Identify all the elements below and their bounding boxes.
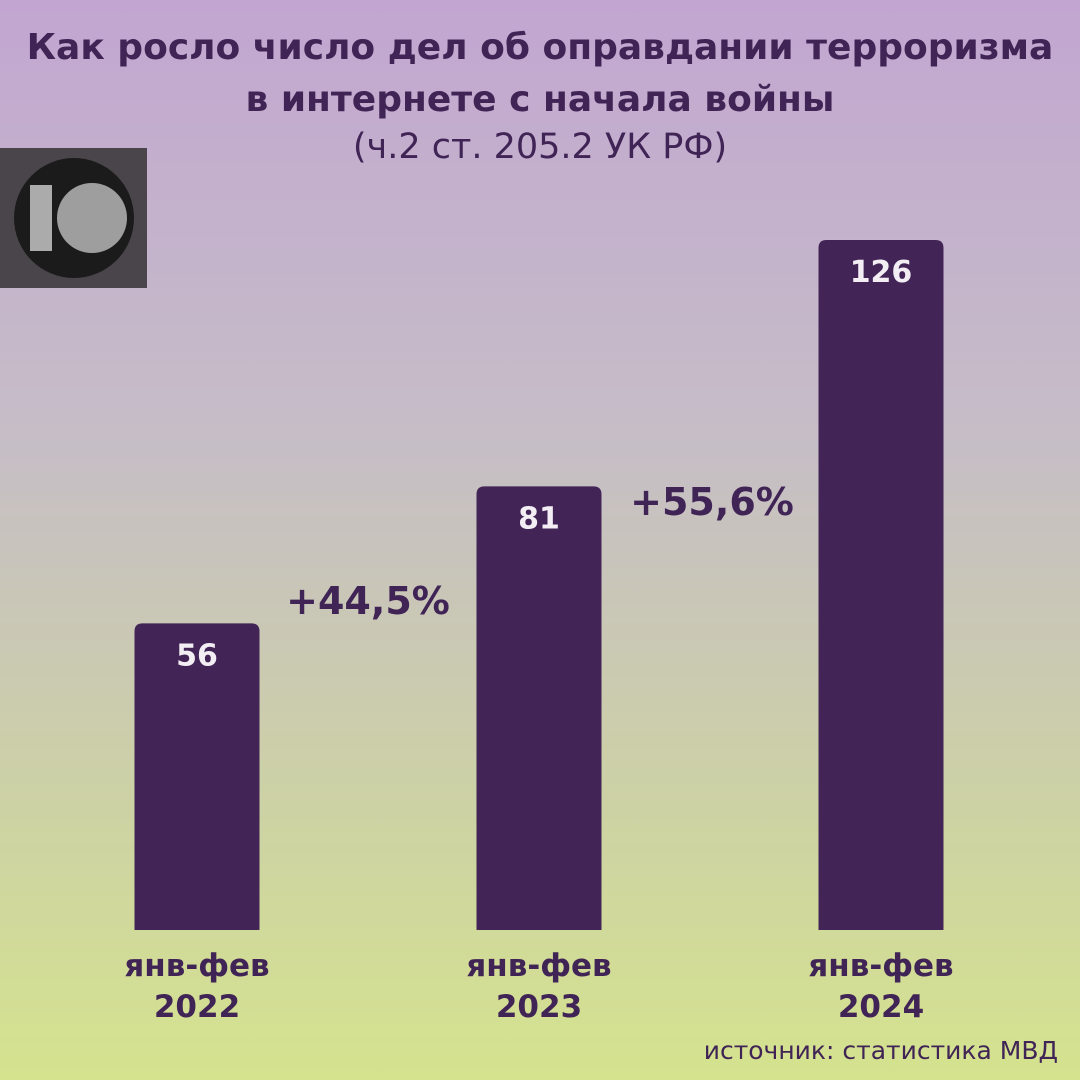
growth-label: +55,6%	[630, 480, 794, 524]
chart-title-line-2: в интернете с начала войны	[245, 79, 835, 120]
category-label-period: янв-фев	[466, 948, 611, 984]
source-note: источник: статистика МВД	[703, 1036, 1058, 1065]
chart-title-line-1: Как росло число дел об оправдании террор…	[26, 27, 1054, 68]
chart-title: Как росло число дел об оправдании террор…	[0, 22, 1080, 126]
bar-2023	[476, 486, 602, 930]
bar-2024	[818, 240, 944, 930]
bar-value-label: 56	[176, 638, 218, 673]
category-label-year: 2022	[154, 989, 240, 1025]
growth-label: +44,5%	[286, 579, 450, 623]
category-label-period: янв-фев	[808, 948, 953, 984]
category-label-year: 2024	[838, 989, 924, 1025]
category-label-year: 2023	[496, 989, 582, 1025]
chart-subtitle: (ч.2 ст. 205.2 УК РФ)	[352, 127, 728, 167]
10-logo-icon	[0, 148, 147, 288]
category-label-period: янв-фев	[124, 948, 269, 984]
bar-value-label: 81	[518, 501, 560, 536]
bar-2022	[134, 623, 260, 930]
bar-value-label: 126	[850, 255, 913, 290]
